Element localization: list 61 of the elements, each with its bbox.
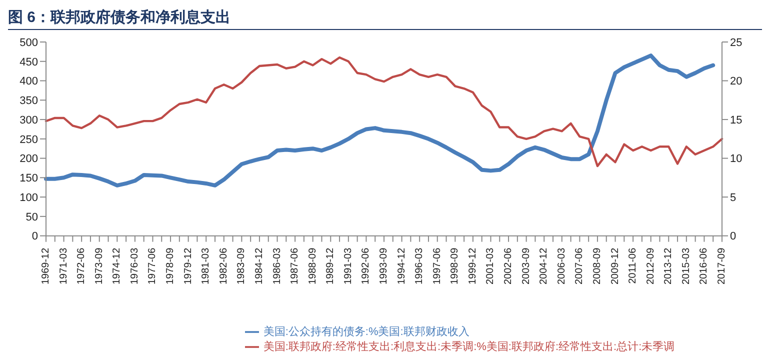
x-tick-label: 1982-06 [218,247,230,285]
x-tick-label: 2007-06 [574,247,586,285]
y2-tick-label: 0 [730,230,736,243]
x-tick-label: 1984-12 [254,247,265,285]
x-tick-label: 2001-03 [485,247,496,285]
x-tick-label: 1972-06 [76,247,88,285]
y-tick-label: 0 [32,230,38,243]
y2-tick-label: 20 [730,76,742,88]
x-tick-label: 1988-09 [307,247,318,285]
x-tick-label: 1999-12 [467,247,478,285]
x-tick-label: 1997-06 [432,247,443,285]
y2-tick-label: 10 [730,153,742,166]
chart-title: 图 6：联邦政府债务和净利息支出 [8,8,762,30]
x-tick-label: 2012-09 [645,247,656,285]
y-tick-label: 450 [20,56,38,68]
y-tick-label: 300 [20,114,38,126]
x-tick-label: 1987-06 [290,247,301,285]
x-tick-label: 2006-03 [556,247,568,285]
y2-tick-label: 5 [730,192,736,204]
x-tick-label: 2011-06 [628,247,639,284]
x-tick-label: 2002-06 [503,247,514,285]
x-tick-label: 1973-09 [94,247,105,285]
x-tick-label: 2017-09 [716,247,728,285]
y-tick-label: 350 [20,95,38,108]
y-tick-label: 150 [20,172,38,185]
y-tick-label: 200 [20,153,38,166]
x-tick-label: 2003-09 [520,247,532,285]
legend-label: 美国:联邦政府:经常性支出:利息支出:未季调:%美国:联邦政府:经常性支出:总计:未季调 [263,340,675,353]
y2-tick-label: 25 [730,36,742,49]
line-series [44,56,724,168]
y-tick-label: 100 [20,192,38,204]
x-tick-label: 1983-09 [236,247,248,285]
x-tick-label: 1971-03 [58,247,70,285]
x-tick-label: 1998-09 [450,247,461,285]
x-tick-label: 1996-03 [414,247,426,285]
x-tick-label: 1994-12 [396,247,408,285]
x-tick-label: 2009-12 [610,247,621,285]
x-tick-label: 1981-03 [200,247,212,285]
y-tick-label: 400 [20,76,38,88]
x-tick-label: 1976-03 [129,247,140,285]
x-tick-label: 2013-12 [663,247,674,285]
y2-tick-label: 15 [730,114,742,126]
x-tick-label: 1969-12 [40,247,52,285]
x-tick-label: 1993-09 [378,247,390,285]
x-tick-label: 1986-03 [272,247,283,285]
line-series [44,54,716,188]
x-tick-label: 1991-03 [342,247,354,285]
x-tick-label: 1974-12 [112,247,123,285]
x-tick-label: 1989-12 [325,247,336,285]
legend-label: 美国:公众持有的债务:%美国:联邦财政收入 [263,326,470,338]
x-tick-label: 2016-06 [698,247,710,285]
x-tick-label: 1979-12 [182,247,194,285]
y-tick-label: 50 [26,211,38,224]
y-tick-label: 500 [20,36,38,49]
y-tick-label: 250 [20,134,38,146]
x-tick-label: 1978-09 [165,247,176,285]
x-tick-label: 2015-03 [680,247,692,285]
x-tick-label: 2008-09 [592,247,603,285]
x-tick-label: 1992-06 [360,247,372,285]
x-tick-label: 2004-12 [538,247,550,285]
x-tick-label: 1977-06 [147,247,158,285]
